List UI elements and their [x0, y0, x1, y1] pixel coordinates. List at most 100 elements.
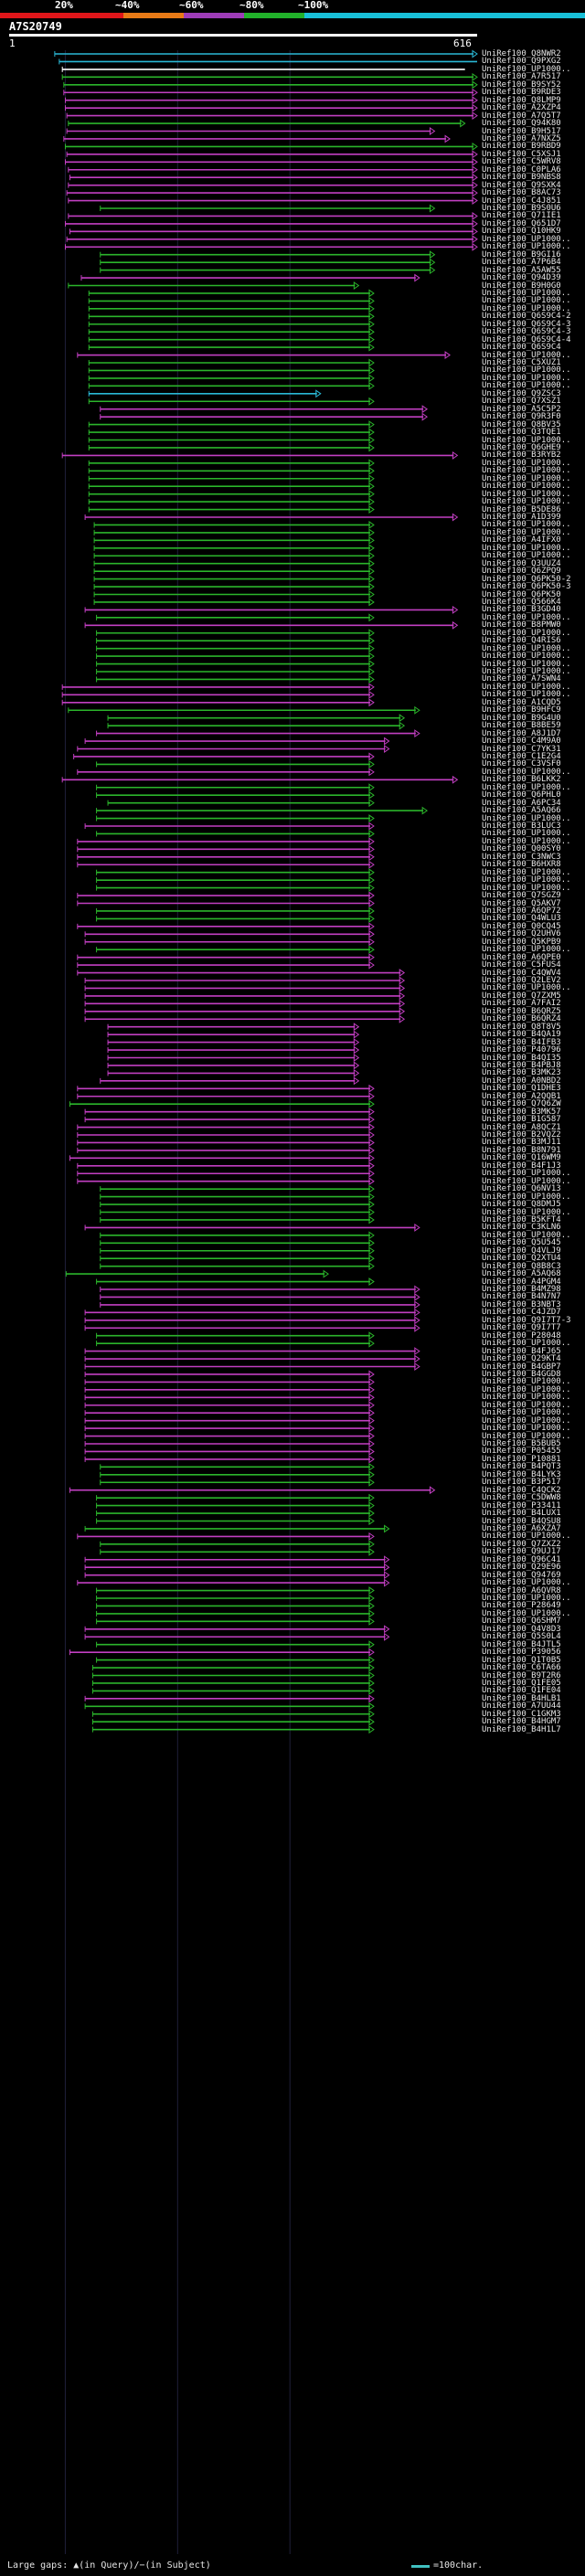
hit-label[interactable]: UniRef100_C6TA66 — [482, 1663, 561, 1673]
hit-label[interactable]: UniRef100_UP1000.. — [482, 1594, 571, 1603]
hit-label[interactable]: UniRef100_Q9UJ17 — [482, 1547, 561, 1557]
hit-label[interactable]: UniRef100_Q6PK50 — [482, 589, 561, 599]
hit-label[interactable]: UniRef100_Q7Q6ZW — [482, 1099, 561, 1109]
hit-label[interactable]: UniRef100_A5C5P2 — [482, 404, 561, 414]
hit-label[interactable]: UniRef100_Q8LMP9 — [482, 95, 561, 105]
hit-label[interactable]: UniRef100_B4QI35 — [482, 1053, 561, 1063]
hit-label[interactable]: UniRef100_Q6PHL0 — [482, 790, 561, 800]
hit-label[interactable]: UniRef100_Q2LEV2 — [482, 976, 561, 985]
hit-label[interactable]: UniRef100_B4H1L7 — [482, 1724, 561, 1734]
hit-label[interactable]: UniRef100_UP1000.. — [482, 829, 571, 839]
hit-label[interactable]: UniRef100_P28649 — [482, 1601, 561, 1611]
hit-label[interactable]: UniRef100_UP1000.. — [482, 813, 571, 823]
hit-label[interactable]: UniRef100_B5BUB5 — [482, 1439, 561, 1448]
hit-label[interactable]: UniRef100_P40796 — [482, 1045, 561, 1055]
hit-label[interactable]: UniRef100_UP1000.. — [482, 482, 571, 492]
hit-label[interactable]: UniRef100_Q94K80 — [482, 119, 561, 129]
hit-label[interactable]: UniRef100_A5AW55 — [482, 265, 561, 275]
hit-label[interactable]: UniRef100_UP1000.. — [482, 497, 571, 507]
hit-label[interactable]: UniRef100_Q6SHM7 — [482, 1617, 561, 1627]
hit-label[interactable]: UniRef100_Q6S9C4-2 — [482, 312, 571, 322]
hit-label[interactable]: UniRef100_UP1000.. — [482, 883, 571, 893]
hit-label[interactable]: UniRef100_Q8BV35 — [482, 419, 561, 429]
hit-label[interactable]: UniRef100_UP1000.. — [482, 527, 571, 537]
hit-label[interactable]: UniRef100_B6HXR8 — [482, 860, 561, 870]
hit-label[interactable]: UniRef100_UP1000.. — [482, 1377, 571, 1387]
hit-label[interactable]: UniRef100_A4PGM4 — [482, 1277, 561, 1287]
hit-label[interactable]: UniRef100_UP1000.. — [482, 234, 571, 244]
hit-label[interactable]: UniRef100_B4HGM7 — [482, 1717, 561, 1727]
hit-label[interactable]: UniRef100_UP1000.. — [482, 1207, 571, 1217]
hit-label[interactable]: UniRef100_B9S0U6 — [482, 204, 561, 213]
hit-label[interactable]: UniRef100_UP1000.. — [482, 520, 571, 530]
hit-label[interactable]: UniRef100_B3LUC3 — [482, 822, 561, 831]
hit-label[interactable]: UniRef100_B4GBP7 — [482, 1362, 561, 1372]
hit-label[interactable]: UniRef100_Q6S9C4-4 — [482, 334, 571, 345]
hit-label[interactable]: UniRef100_UP1000.. — [482, 1408, 571, 1418]
hit-label[interactable]: UniRef100_B4FJ65 — [482, 1346, 561, 1356]
hit-label[interactable]: UniRef100_UP1000.. — [482, 1339, 571, 1349]
hit-label[interactable]: UniRef100_B9RDE3 — [482, 88, 561, 98]
hit-label[interactable]: UniRef100_B9H0G0 — [482, 281, 561, 291]
hit-label[interactable]: UniRef100_UP1000.. — [482, 1393, 571, 1403]
hit-label[interactable]: UniRef100_UP1000.. — [482, 643, 571, 653]
hit-label[interactable]: UniRef100_Q651D7 — [482, 218, 561, 228]
hit-label[interactable]: UniRef100_Q7ZXZ2 — [482, 1539, 561, 1549]
hit-label[interactable]: UniRef100_UP1000.. — [482, 296, 571, 306]
hit-label[interactable]: UniRef100_B4MZ98 — [482, 1285, 561, 1294]
hit-label[interactable]: UniRef100_Q5KPB9 — [482, 937, 561, 947]
hit-label[interactable]: UniRef100_B4PQT3 — [482, 1462, 561, 1472]
hit-label[interactable]: UniRef100_UP1000.. — [482, 489, 571, 499]
hit-label[interactable]: UniRef100_UP1000.. — [482, 652, 571, 662]
hit-label[interactable]: UniRef100_UP1000.. — [482, 1384, 571, 1394]
hit-label[interactable]: UniRef100_UP1000.. — [482, 288, 571, 298]
hit-label[interactable]: UniRef100_Q5AKV7 — [482, 898, 561, 908]
hit-label[interactable]: UniRef100_UP1000.. — [482, 628, 571, 638]
hit-label[interactable]: UniRef100_P39056 — [482, 1648, 561, 1658]
hit-label[interactable]: UniRef100_C3KLN6 — [482, 1223, 561, 1233]
hit-label[interactable]: UniRef100_B8BE59 — [482, 721, 561, 731]
hit-label[interactable]: UniRef100_UP1000.. — [482, 458, 571, 468]
hit-label[interactable]: UniRef100_C5DWW8 — [482, 1493, 561, 1503]
hit-label[interactable]: UniRef100_C1E2G4 — [482, 751, 561, 761]
hit-label[interactable]: UniRef100_A4IFX0 — [482, 535, 561, 546]
hit-label[interactable]: UniRef100_Q10HK9 — [482, 227, 561, 237]
hit-label[interactable]: UniRef100_A6QP72 — [482, 906, 561, 916]
hit-label[interactable]: UniRef100_B3NBT3 — [482, 1299, 561, 1309]
hit-label[interactable]: UniRef100_P33411 — [482, 1500, 561, 1511]
hit-label[interactable]: UniRef100_A5AQ68 — [482, 1269, 561, 1279]
hit-label[interactable]: UniRef100_B9T2R6 — [482, 1670, 561, 1680]
hit-label[interactable]: UniRef100_Q00SY0 — [482, 844, 561, 854]
hit-label[interactable]: UniRef100_Q6PK50-2 — [482, 574, 571, 584]
hit-label[interactable]: UniRef100_B8N791 — [482, 1145, 561, 1155]
hit-label[interactable]: UniRef100_UP1000.. — [482, 373, 571, 383]
hit-label[interactable]: UniRef100_Q3UUZ4 — [482, 558, 561, 568]
hit-label[interactable]: UniRef100_C7YK31 — [482, 744, 561, 754]
hit-label[interactable]: UniRef100_C5XSJ1 — [482, 149, 561, 159]
hit-label[interactable]: UniRef100_Q6NV13 — [482, 1184, 561, 1194]
hit-label[interactable]: UniRef100_B9GI16 — [482, 249, 561, 260]
hit-label[interactable]: UniRef100_A6QVR8 — [482, 1585, 561, 1595]
hit-label[interactable]: UniRef100_UP1000.. — [482, 1532, 571, 1542]
hit-label[interactable]: UniRef100_UP1000.. — [482, 867, 571, 877]
hit-label[interactable]: UniRef100_B3MJ11 — [482, 1138, 561, 1148]
hit-label[interactable]: UniRef100_Q6S9C4-3 — [482, 327, 571, 337]
hit-label[interactable]: UniRef100_UP1000.. — [482, 836, 571, 846]
hit-label[interactable]: UniRef100_B9NBS8 — [482, 173, 561, 183]
hit-label[interactable]: UniRef100_B4IFB3 — [482, 1037, 561, 1047]
hit-label[interactable]: UniRef100_A1CQD5 — [482, 697, 561, 707]
hit-label[interactable]: UniRef100_UP1000.. — [482, 381, 571, 391]
hit-label[interactable]: UniRef100_B6LKK2 — [482, 775, 561, 785]
hit-label[interactable]: UniRef100_UP1000.. — [482, 1578, 571, 1588]
hit-label[interactable]: UniRef100_C5FUS4 — [482, 960, 561, 970]
hit-label[interactable]: UniRef100_UP1000.. — [482, 466, 571, 476]
hit-label[interactable]: UniRef100_C3VSF0 — [482, 759, 561, 769]
hit-label[interactable]: UniRef100_Q566K4 — [482, 597, 561, 607]
hit-label[interactable]: UniRef100_UP1000.. — [482, 612, 571, 622]
hit-label[interactable]: UniRef100_Q6S9C4 — [482, 343, 561, 353]
hit-label[interactable]: UniRef100_C4JZD7 — [482, 1308, 561, 1318]
hit-label[interactable]: UniRef100_B8AC73 — [482, 188, 561, 198]
hit-label[interactable]: UniRef100_UP1000.. — [482, 242, 571, 252]
hit-label[interactable]: UniRef100_Q7ZXM5 — [482, 991, 561, 1001]
hit-label[interactable]: UniRef100_UP1000.. — [482, 782, 571, 792]
